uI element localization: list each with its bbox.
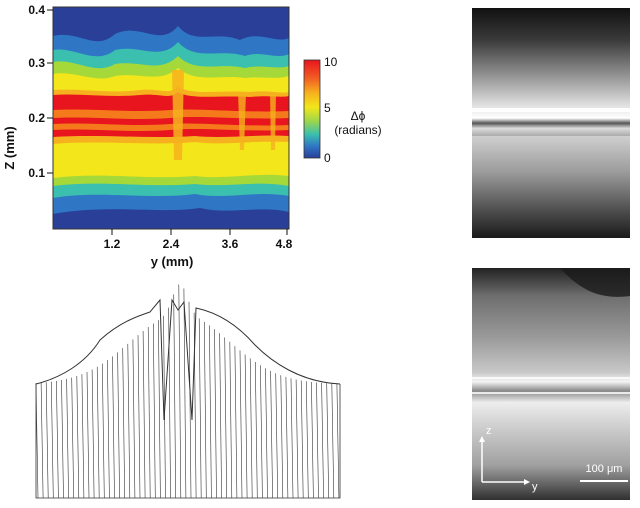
- colorbar-tick-mid: 5: [324, 101, 331, 115]
- micrograph-z-label: z: [486, 425, 492, 437]
- z-axis-label: Z (mm): [2, 126, 17, 169]
- mesh-line: [168, 307, 171, 499]
- mesh-line: [234, 346, 238, 499]
- scale-bar-label: 100 μm: [586, 463, 623, 475]
- mesh-line: [280, 375, 284, 499]
- mesh-line: [76, 376, 80, 499]
- mesh-line: [56, 380, 59, 499]
- mesh-line: [285, 376, 289, 499]
- contour-bands: [53, 7, 289, 229]
- mesh-line: [204, 321, 207, 499]
- mesh-line: [306, 381, 309, 499]
- mesh-line: [331, 383, 335, 499]
- micrograph-y-label: y: [532, 481, 538, 493]
- y-tick-label: 4.8: [276, 237, 293, 251]
- mesh-line: [81, 374, 85, 499]
- mesh-line: [295, 379, 299, 499]
- wireframe-surface: [35, 284, 341, 499]
- mesh-line: [96, 366, 100, 499]
- mesh-line: [122, 348, 125, 499]
- mesh-line: [107, 360, 110, 499]
- mesh-line: [45, 382, 49, 499]
- mesh-line: [66, 378, 69, 499]
- mesh-line: [117, 352, 120, 499]
- mesh-line: [71, 377, 74, 499]
- mesh-line: [316, 382, 319, 499]
- mesh-line: [86, 372, 90, 499]
- mesh-line: [183, 288, 187, 499]
- mesh-line: [112, 356, 115, 499]
- mesh-line: [147, 327, 151, 499]
- mesh-line: [209, 325, 212, 499]
- mesh-line: [158, 320, 161, 499]
- colorbar-tick-max: 10: [324, 55, 338, 69]
- mesh-line: [244, 354, 248, 499]
- mesh-line: [51, 381, 54, 499]
- mesh-line: [275, 373, 278, 499]
- mesh-line: [224, 337, 227, 499]
- mesh-line: [326, 383, 329, 499]
- mesh-line: [142, 330, 146, 499]
- y-axis: 1.2 2.4 3.6 4.8 y (mm): [104, 229, 293, 269]
- y-axis-label: y (mm): [151, 254, 194, 269]
- mesh-line: [249, 358, 253, 499]
- mesh-line: [35, 382, 39, 499]
- mesh-line: [321, 382, 324, 499]
- z-tick-label: 0.1: [28, 166, 45, 180]
- micrograph-top: [472, 8, 630, 238]
- y-tick-label: 3.6: [222, 237, 239, 251]
- mesh-line: [178, 284, 182, 499]
- mesh-line: [270, 370, 273, 499]
- mesh-line: [173, 294, 176, 499]
- mesh-line: [91, 369, 95, 499]
- z-tick-label: 0.3: [28, 56, 45, 70]
- mesh-line: [40, 382, 44, 499]
- mesh-line: [102, 363, 105, 499]
- mesh-line: [214, 329, 217, 499]
- y-tick-label: 1.2: [104, 237, 121, 251]
- mesh-line: [163, 315, 166, 499]
- mesh-line: [290, 378, 294, 499]
- mesh-line: [132, 339, 136, 499]
- z-tick-label: 0.2: [28, 111, 45, 125]
- micrograph-bottom: z y 100 μm: [472, 268, 630, 500]
- mesh-line: [265, 368, 268, 499]
- mesh-line: [137, 335, 141, 499]
- colorbar-unit: (radians): [334, 123, 381, 137]
- mesh-line: [198, 318, 202, 499]
- mesh-line: [188, 301, 192, 499]
- mesh-line: [300, 380, 304, 499]
- y-tick-label: 2.4: [163, 237, 180, 251]
- colorbar-scale: [303, 59, 321, 159]
- mesh-line: [193, 312, 197, 499]
- mesh-line: [127, 343, 131, 499]
- mesh-line: [61, 380, 64, 499]
- contour-plot: [52, 6, 290, 230]
- mesh-line: [311, 381, 314, 499]
- mesh-line: [336, 383, 340, 499]
- colorbar-symbol: Δϕ: [351, 109, 366, 123]
- mesh-line: [229, 341, 233, 499]
- mesh-line: [219, 333, 222, 499]
- mesh-line: [153, 323, 156, 499]
- colorbar-tick-min: 0: [324, 151, 331, 165]
- mesh-line: [260, 365, 263, 499]
- mesh-line: [239, 350, 243, 499]
- mesh-line: [255, 361, 258, 499]
- colorbar: 10 5 0 Δϕ (radians): [303, 55, 382, 165]
- z-axis: 0.4 0.3 0.2 0.1 Z (mm): [2, 3, 53, 180]
- z-tick-label: 0.4: [28, 3, 45, 17]
